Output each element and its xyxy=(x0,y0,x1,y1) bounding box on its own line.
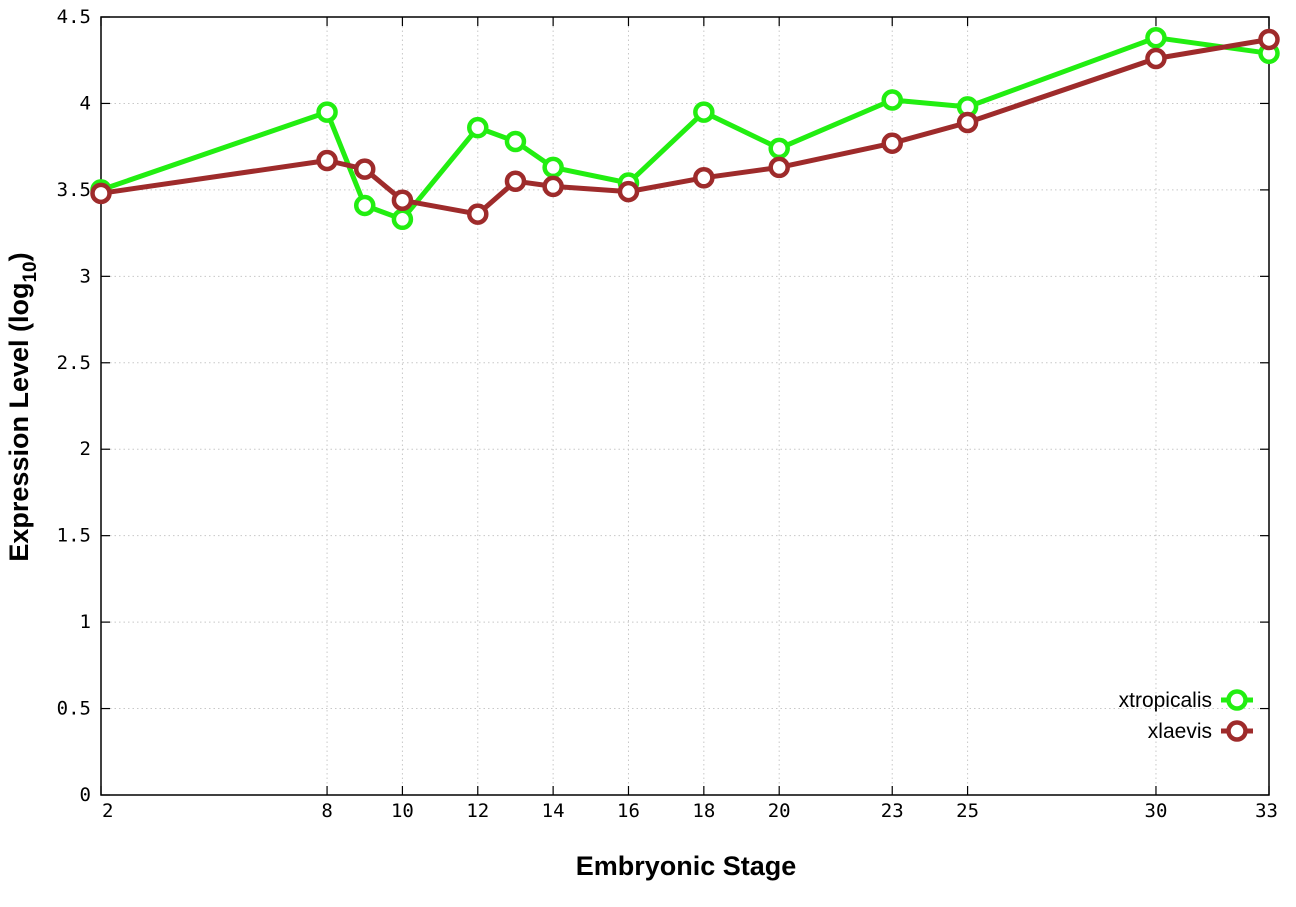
data-point-xlaevis xyxy=(1145,47,1167,70)
y-tick-label: 0.5 xyxy=(57,698,91,720)
data-point-xlaevis xyxy=(353,158,376,180)
legend: xtropicalis xlaevis xyxy=(1119,689,1253,743)
data-point-xtropicalis xyxy=(542,156,564,179)
legend-label-xlaevis: xlaevis xyxy=(1148,720,1212,743)
series-xlaevis xyxy=(90,28,1280,225)
y-tick-label: 1 xyxy=(80,611,91,633)
y-tick-label: 3 xyxy=(80,265,91,287)
data-point-xlaevis xyxy=(504,170,527,192)
data-point-xlaevis xyxy=(542,175,564,198)
x-axis-title: Embryonic Stage xyxy=(576,851,797,881)
data-point-xlaevis xyxy=(90,182,112,205)
series-layer xyxy=(90,26,1280,231)
y-tick-label: 4 xyxy=(80,92,91,114)
data-point-xlaevis xyxy=(693,167,715,189)
x-tick-label: 14 xyxy=(542,800,565,822)
legend-marker-xlaevis xyxy=(1226,720,1248,742)
y-axis-title-close: ) xyxy=(4,252,34,261)
y-tick-label: 3.5 xyxy=(57,179,91,201)
x-tick-label: 25 xyxy=(956,800,979,822)
legend-label-xtropicalis: xtropicalis xyxy=(1119,689,1212,712)
axis-ticks: 0 0.5 1 1.5 2 2.5 3 3.5 4 4.5 2 8 10 12 14 16 18 20 23 25 30… xyxy=(57,6,1278,822)
data-point-xtropicalis xyxy=(391,208,414,231)
data-point-xtropicalis xyxy=(693,101,715,123)
data-point-xtropicalis xyxy=(316,101,338,123)
y-axis-title-main: Expression Level (log xyxy=(4,283,34,562)
data-point-xlaevis xyxy=(316,149,338,172)
x-tick-label: 16 xyxy=(617,800,640,822)
y-tick-label: 1.5 xyxy=(57,525,91,547)
data-point-xtropicalis xyxy=(353,194,376,217)
series-line-xtropicalis xyxy=(100,35,1270,222)
y-tick-label: 2.5 xyxy=(57,352,91,374)
legend-marker-xtropicalis xyxy=(1226,689,1248,711)
x-tick-label: 30 xyxy=(1145,800,1168,822)
data-point-xtropicalis xyxy=(768,137,790,160)
x-tick-label: 10 xyxy=(391,800,414,822)
plot-area-frame xyxy=(100,16,1270,796)
x-tick-label: 2 xyxy=(102,800,113,822)
x-tick-label: 20 xyxy=(768,800,791,822)
series-xtropicalis xyxy=(90,26,1280,231)
data-point-xlaevis xyxy=(617,180,640,203)
y-tick-label: 2 xyxy=(80,438,91,460)
x-tick-label: 18 xyxy=(692,800,715,822)
data-point-xlaevis xyxy=(768,156,790,179)
x-tick-label: 12 xyxy=(466,800,489,822)
grid-lines xyxy=(101,17,1269,795)
data-point-xlaevis xyxy=(881,132,903,154)
y-tick-label: 4.5 xyxy=(57,6,91,28)
x-tick-label: 8 xyxy=(321,800,332,822)
data-point-xlaevis xyxy=(956,111,979,134)
data-point-xtropicalis xyxy=(504,130,527,153)
data-point-xlaevis xyxy=(467,203,489,225)
data-point-xtropicalis xyxy=(881,89,903,111)
x-tick-label: 23 xyxy=(881,800,904,822)
y-tick-label: 0 xyxy=(80,784,91,806)
data-point-xlaevis xyxy=(1258,28,1280,51)
data-point-xlaevis xyxy=(391,189,414,212)
y-axis-title: Expression Level (log10) xyxy=(4,252,41,561)
data-point-xtropicalis xyxy=(1145,26,1167,49)
data-point-xtropicalis xyxy=(467,116,489,139)
y-axis-title-subscript: 10 xyxy=(20,261,41,282)
x-tick-label: 33 xyxy=(1255,800,1278,822)
